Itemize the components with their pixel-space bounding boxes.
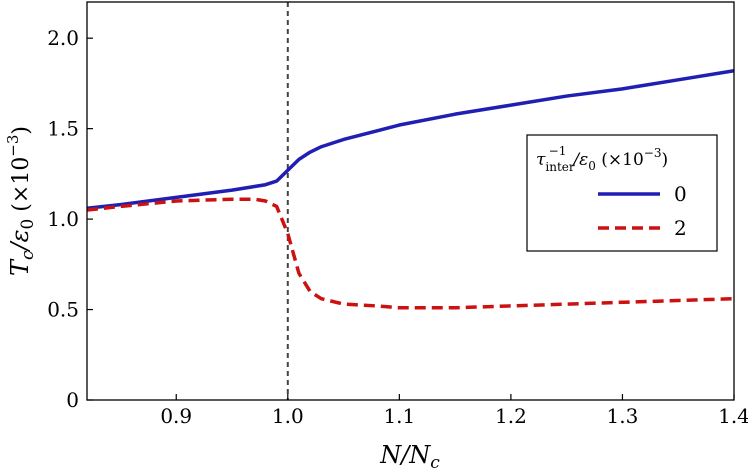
y-axis-label: Tc/ε0 (×10−3) xyxy=(4,126,38,276)
x-tick-label: 1.3 xyxy=(607,404,639,428)
svg-text:Tc/ε0 (×10−3): Tc/ε0 (×10−3) xyxy=(4,126,38,276)
x-tick-label: 1.4 xyxy=(718,404,748,428)
legend-title: τinter−1/ε0 (×10−3) xyxy=(536,144,668,174)
series-line-0 xyxy=(86,69,735,210)
y-tick-label: 1.5 xyxy=(47,117,79,141)
series-line-2 xyxy=(86,197,735,310)
chart-ticks: 0.9 1.0 1.1 1.2 1.3 1.4 0 0.5 1.0 1.5 2.0 xyxy=(47,26,748,428)
y-tick-label: 1.0 xyxy=(47,207,79,231)
legend-label-series-0: 0 xyxy=(674,182,687,206)
x-tick-label: 1.1 xyxy=(383,404,415,428)
chart-marks xyxy=(86,2,735,400)
legend: τinter−1/ε0 (×10−3) 0 2 xyxy=(526,134,718,252)
x-tick-label: 0.9 xyxy=(160,404,192,428)
y-tick-label: 0 xyxy=(66,388,79,412)
x-tick-label: 1.0 xyxy=(272,404,304,428)
y-tick-label: 0.5 xyxy=(47,298,79,322)
x-axis-label: N/Nc xyxy=(379,441,440,471)
legend-label-series-2: 2 xyxy=(674,216,687,240)
plot-frame xyxy=(86,1,735,401)
y-tick-label: 2.0 xyxy=(47,26,79,50)
x-tick-label: 1.2 xyxy=(495,404,527,428)
